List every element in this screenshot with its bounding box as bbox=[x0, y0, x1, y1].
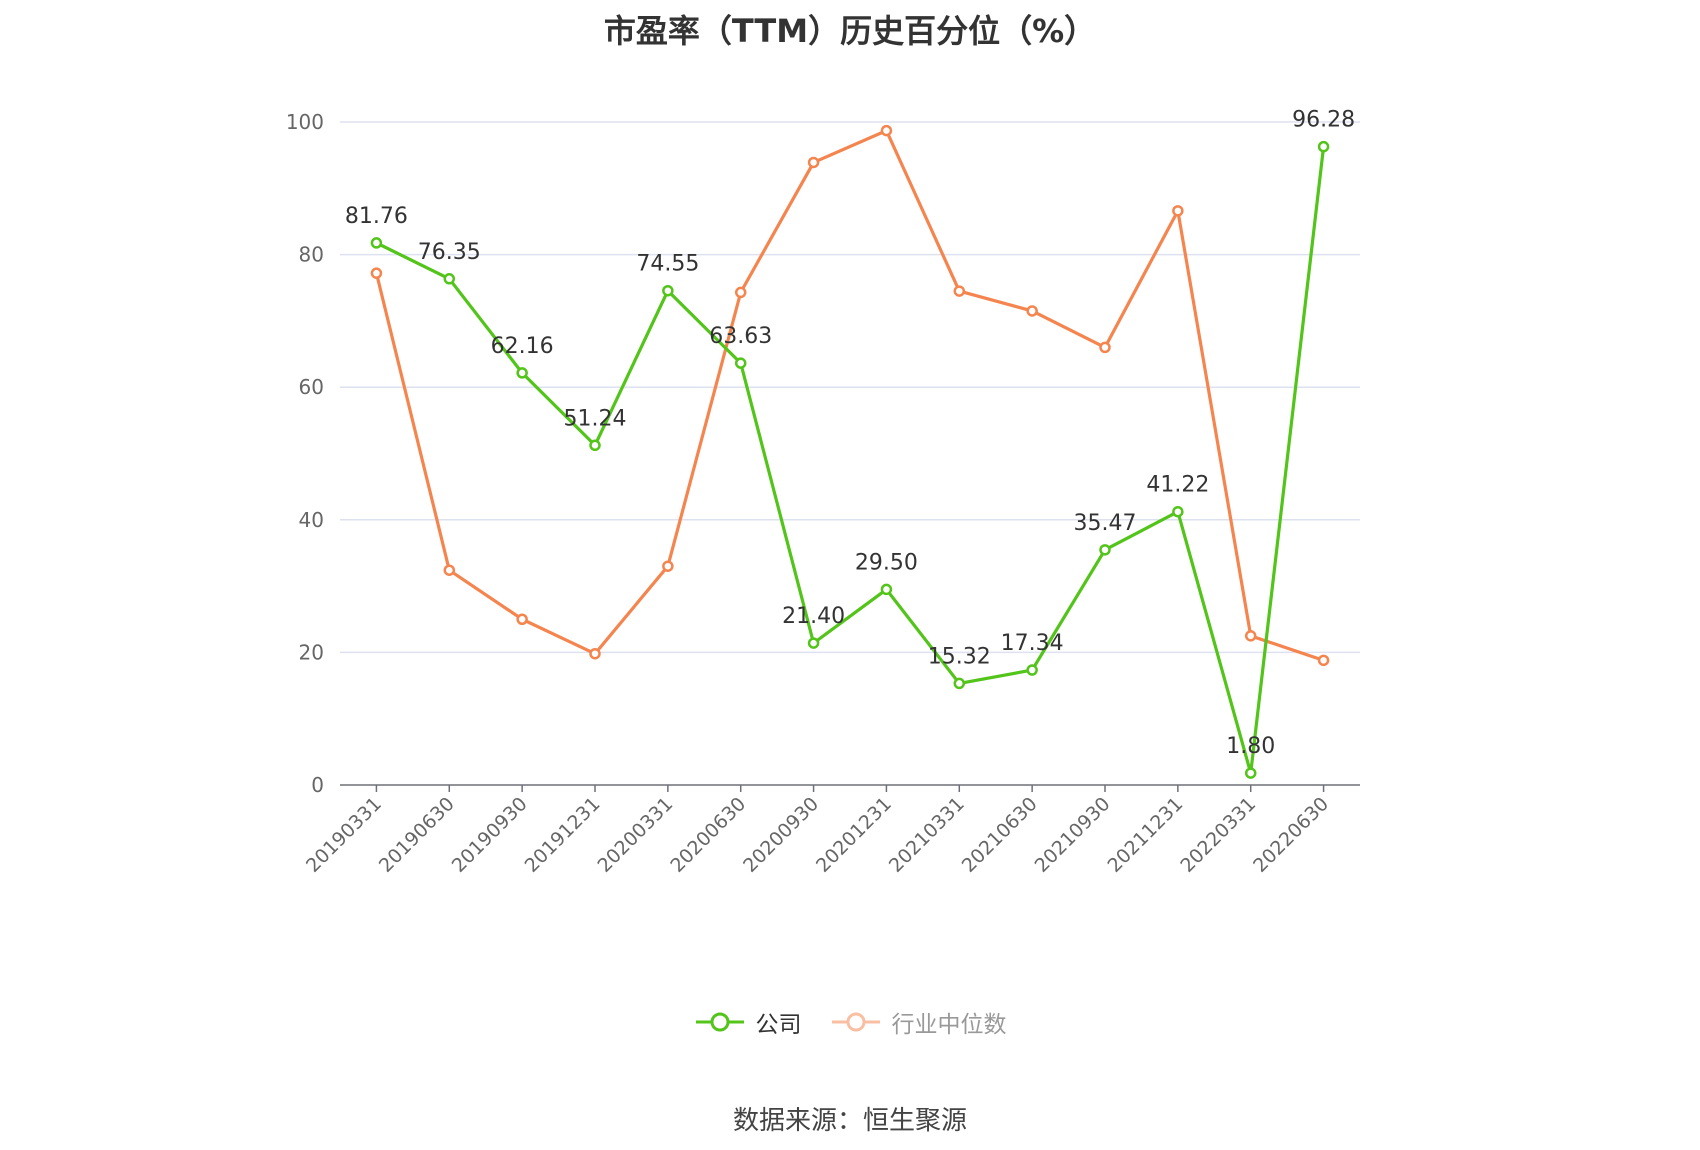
y-axis: 0 20 40 60 80 100 bbox=[286, 110, 324, 797]
series-layer bbox=[370, 124, 1330, 779]
series-line-company bbox=[375, 146, 1326, 775]
point-company bbox=[516, 367, 528, 379]
point-industry bbox=[1244, 630, 1257, 642]
legend-company-label: 公司 bbox=[755, 1012, 802, 1038]
x-tick-label: 20200331 bbox=[593, 793, 677, 877]
x-tick-label: 20211231 bbox=[1103, 793, 1187, 877]
data-label: 17.34 bbox=[1001, 631, 1064, 656]
legend-item-company[interactable]: 公司 bbox=[694, 1005, 802, 1039]
legend-industry-marker-icon bbox=[831, 1012, 880, 1032]
data-label: 1.80 bbox=[1226, 734, 1275, 759]
x-tick-label: 20190930 bbox=[448, 793, 532, 877]
data-label: 21.40 bbox=[782, 604, 845, 629]
point-company bbox=[1099, 544, 1111, 556]
data-label: 74.55 bbox=[636, 252, 699, 277]
data-label: 41.22 bbox=[1146, 473, 1209, 498]
x-tick-label: 20210930 bbox=[1031, 793, 1115, 877]
point-industry bbox=[370, 267, 383, 279]
x-tick-label: 20210630 bbox=[958, 793, 1042, 877]
point-industry bbox=[880, 124, 893, 137]
data-labels: 81.76 76.35 62.16 51.24 74.55 63.63 21.40 29.50… bbox=[345, 108, 1355, 759]
data-label: 63.63 bbox=[709, 324, 772, 349]
point-industry bbox=[1172, 205, 1184, 217]
data-label: 15.32 bbox=[928, 644, 991, 669]
point-company bbox=[1244, 767, 1257, 779]
point-company bbox=[1172, 505, 1184, 518]
x-tick-label: 20200630 bbox=[666, 793, 750, 877]
point-industry bbox=[589, 647, 601, 660]
legend-company-marker-icon bbox=[695, 1012, 744, 1032]
point-industry bbox=[443, 564, 456, 576]
x-tick-label: 20190630 bbox=[375, 793, 459, 877]
x-tick-label: 20191231 bbox=[521, 793, 605, 877]
legend-industry-label: 行业中位数 bbox=[891, 1012, 1007, 1038]
point-company bbox=[589, 439, 601, 452]
point-company bbox=[443, 273, 456, 285]
y-tick-label: 100 bbox=[286, 110, 324, 134]
data-label: 76.35 bbox=[418, 240, 481, 265]
x-axis: 2019033120190630201909302019123120200331… bbox=[302, 784, 1360, 877]
data-label: 81.76 bbox=[345, 204, 408, 229]
point-company bbox=[880, 583, 893, 596]
data-label: 29.50 bbox=[855, 550, 918, 575]
point-company bbox=[662, 284, 674, 297]
legend: 公司 行业中位数 bbox=[0, 1005, 1700, 1039]
data-label: 62.16 bbox=[491, 334, 554, 359]
data-label: 35.47 bbox=[1074, 511, 1137, 536]
gridlines bbox=[340, 121, 1360, 654]
point-company bbox=[370, 237, 383, 249]
point-industry bbox=[953, 285, 966, 297]
point-industry bbox=[1099, 341, 1111, 354]
x-tick-label: 20220630 bbox=[1249, 793, 1333, 877]
point-industry bbox=[807, 156, 820, 169]
source-note: 数据来源：恒生聚源 bbox=[732, 1106, 967, 1136]
y-tick-label: 0 bbox=[311, 773, 324, 797]
point-company bbox=[807, 637, 820, 649]
data-label: 51.24 bbox=[564, 406, 627, 431]
chart-title: 市盈率（TTM）历史百分位（%） bbox=[603, 12, 1097, 50]
x-tick-label: 20190331 bbox=[302, 793, 386, 877]
x-tick-label: 20220331 bbox=[1176, 793, 1260, 877]
point-industry bbox=[1317, 654, 1330, 667]
y-tick-label: 80 bbox=[299, 243, 324, 267]
point-industry bbox=[734, 286, 747, 299]
point-company bbox=[734, 357, 747, 369]
point-company bbox=[1026, 664, 1038, 676]
x-tick-label: 20210331 bbox=[885, 793, 969, 877]
point-industry bbox=[1026, 305, 1038, 317]
point-industry bbox=[662, 560, 674, 572]
point-industry bbox=[516, 613, 528, 625]
y-tick-label: 20 bbox=[299, 640, 324, 664]
series-line-industry bbox=[374, 129, 1325, 662]
point-company bbox=[1317, 140, 1330, 153]
point-company bbox=[953, 677, 966, 690]
x-tick-label: 20201231 bbox=[812, 793, 896, 877]
y-tick-label: 60 bbox=[299, 375, 324, 399]
x-tick-label: 20200930 bbox=[739, 793, 823, 877]
data-label: 96.28 bbox=[1292, 108, 1355, 133]
legend-item-industry[interactable]: 行业中位数 bbox=[830, 1005, 1007, 1039]
y-tick-label: 40 bbox=[299, 508, 324, 532]
